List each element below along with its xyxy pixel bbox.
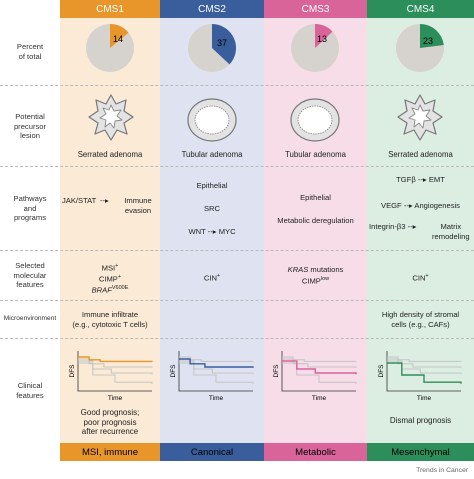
cms3-pathway-metabolic: Metabolic deregulation [277,216,354,225]
plot-axis [178,351,253,392]
pie-slice [212,24,237,65]
dfs-axis-label: DFS [170,364,177,378]
pie-percent-label: 37 [217,38,227,48]
pie-percent-label: 23 [423,36,433,46]
dfs-axis-label: DFS [273,364,280,378]
highlighted-survival-curve [282,360,357,375]
source-credit: Trends in Cancer [416,467,468,474]
cms3-pathway-epithelial: Epithelial [300,193,331,202]
cms4-clinical-prognosis: Dismal prognosis [389,416,452,425]
cms3-footer-label: Metabolic [264,443,367,461]
time-axis-label: Time [312,395,327,402]
plot-axis [386,351,461,392]
cms1-pie-chart: 14 [86,24,134,72]
row-separator [0,85,474,86]
cms4-pathway-integrin: Integrin-β3 --▸ [369,222,417,231]
cms1-pathway-arrow: --▸ [100,196,109,205]
cms2-pathway-src: SRC [203,204,221,213]
row-label-percent: Percent of total [16,42,44,61]
cms4-pathway-tgfb-emt: TGFβ --▸ EMT [396,175,445,184]
cms1-dfs-plot: DFS Time [69,351,153,402]
highlighted-survival-curve [78,356,153,363]
cms2-molecular-features: CIN+ [203,273,221,283]
cms4-footer-label: Mesenchymal [367,443,474,461]
cms2-pathway-epithelial: Epithelial [196,181,228,190]
survival-curve [78,360,153,375]
highlighted-survival-curve [179,358,254,368]
cms1-microenvironment: Immune infiltrate (e.g., cytotoxic T cell… [72,310,148,329]
survival-curve [282,356,357,362]
cms3-pie-chart: 13 [291,24,339,72]
pie-slice [110,24,129,48]
time-axis-label: Time [417,395,432,402]
cms2-column-bg [160,18,264,461]
cms4-pathway-vegf: VEGF --▸ Angiogenesis [381,201,460,210]
row-separator [0,338,474,339]
cms1-lesion-caption: Serrated adenoma [77,150,143,159]
pie-percent-label: 14 [113,34,123,44]
cms2-pie-chart: 37 [188,24,237,72]
cms2-header: CMS2 [160,0,264,18]
time-axis-label: Time [209,395,224,402]
cms3-column-bg [264,18,367,461]
cms4-pathway-matrix: Matrix remodeling [432,222,470,241]
highlighted-survival-curve [387,362,462,384]
tubular-adenoma-drawing [290,98,340,142]
cms2-dfs-plot: DFS Time [170,351,254,402]
cms1-header: CMS1 [60,0,160,18]
row-label-molecular: Selected molecular features [13,261,47,289]
survival-curve [179,356,254,362]
plot-axis [281,351,356,392]
cms2-lesion-caption: Tubular adenoma [181,150,243,159]
row-label-pathways: Pathways and programs [13,194,47,222]
pie-slice [420,24,444,48]
cms4-header: CMS4 [367,0,474,18]
tubular-adenoma-drawing [187,98,237,142]
cms1-clinical-prognosis: Good prognosis; poor prognosis after recur… [80,408,140,436]
dfs-axis-label: DFS [378,364,385,378]
row-separator [0,250,474,251]
cms3-dfs-plot: DFS Time [273,351,357,402]
cms4-lesion-caption: Serrated adenoma [388,150,453,159]
cms4-molecular-features: CIN+ [412,273,429,283]
cms3-header: CMS3 [264,0,367,18]
survival-curve [179,360,254,375]
row-separator [0,166,474,167]
dfs-axis-label: DFS [69,364,76,378]
pie-slice [315,24,333,48]
row-separator [0,300,474,301]
cms3-molecular-features: KRAS mutations CIMPlow [287,265,344,286]
cms1-molecular-features: MSI+ CIMP+ BRAFV600E [91,263,129,295]
row-label-lesion: Potential precursor lesion [13,112,47,140]
serrated-adenoma-drawing [397,94,443,141]
serrated-adenoma-drawing [88,94,134,141]
cms1-footer-label: MSI, immune [60,443,160,461]
cms4-pie-chart: 23 [396,24,444,72]
cms1-pathway-jakstat: JAK/STAT [62,196,97,205]
cms4-microenvironment: High density of stromal cells (e.g., CAFs… [381,310,460,329]
plot-axis [77,351,152,392]
row-label-microenvironment: Microenvironment [3,315,57,322]
cms3-lesion-caption: Tubular adenoma [285,150,346,159]
cms1-column-bg [60,18,160,461]
row-label-clinical: Clinical features [16,381,44,400]
cms1-pathway-immune-evasion: Immune evasion [124,196,152,215]
pie-percent-label: 13 [317,34,327,44]
cms2-pathway-wnt-myc: WNT --▸ MYC [188,227,236,236]
survival-curve [387,360,462,375]
survival-curve [387,356,462,362]
cms2-footer-label: Canonical [160,443,264,461]
cms4-dfs-plot: DFS Time [378,351,462,402]
time-axis-label: Time [108,395,123,402]
cms4-column-bg [367,18,474,461]
